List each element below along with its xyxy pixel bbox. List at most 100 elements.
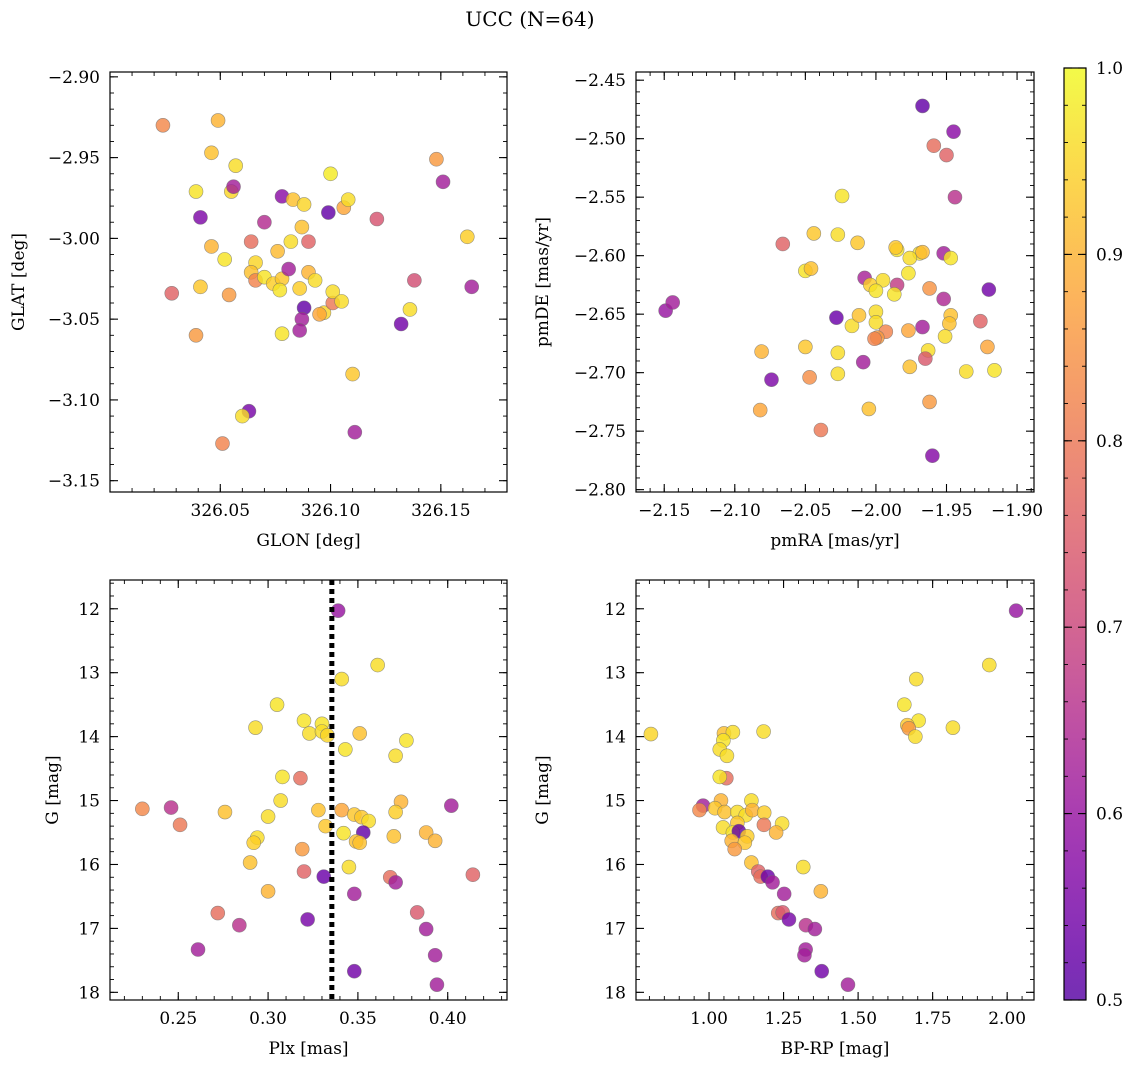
y-tick-label: 13 <box>604 664 626 684</box>
data-point <box>802 370 817 385</box>
data-point <box>980 339 995 355</box>
y-axis: 12 13 14 15 16 17 18 <box>604 582 1034 1003</box>
data-point <box>797 947 812 963</box>
x-tick-label: −1.90 <box>991 501 1043 521</box>
data-point <box>427 947 443 963</box>
data-point <box>388 748 403 764</box>
data-point <box>210 905 226 921</box>
data-point <box>386 829 402 844</box>
data-point <box>844 318 860 334</box>
data-point <box>311 802 326 818</box>
data-point <box>323 166 338 182</box>
data-point <box>744 802 760 818</box>
data-point <box>407 273 422 288</box>
data-point <box>370 657 385 673</box>
y-tick-label: 16 <box>78 855 100 875</box>
data-point <box>925 448 940 464</box>
data-point <box>325 284 341 299</box>
data-point <box>829 310 844 325</box>
y-tick-label: 13 <box>78 664 100 684</box>
colorbar-tick-label: 0.5 <box>1096 991 1123 1011</box>
data-point <box>210 113 226 128</box>
data-point <box>338 742 353 757</box>
data-point <box>388 804 403 820</box>
data-point <box>347 886 362 902</box>
data-point <box>369 211 385 227</box>
data-point <box>665 295 680 310</box>
data-point <box>943 250 959 266</box>
data-point <box>897 697 912 712</box>
data-point <box>768 825 784 840</box>
data-point <box>293 770 308 786</box>
data-point <box>926 138 942 154</box>
data-point <box>427 833 443 849</box>
panel-glon-glat: 326.05 326.10 326.15 −3.15 −3.10 −3.05 −3.00 −2… <box>9 68 508 551</box>
data-point <box>435 174 451 190</box>
x-axis: 0.25 0.30 0.35 0.40 <box>123 580 503 1029</box>
data-point <box>840 977 856 992</box>
data-point <box>257 214 272 230</box>
data-point <box>830 227 846 242</box>
panel-color-magnitude: 1.00 1.25 1.50 1.75 2.00 12 13 14 15 16 17 18 BP-RP … <box>533 579 1035 1059</box>
data-point <box>719 748 735 764</box>
data-point <box>188 184 204 199</box>
x-tick-label: −2.15 <box>638 501 690 521</box>
data-point <box>813 422 829 438</box>
data-point <box>947 189 963 205</box>
data-point <box>232 917 247 933</box>
colorbar-tick-label: 0.9 <box>1096 245 1123 265</box>
data-point <box>867 331 882 347</box>
data-point <box>922 394 937 410</box>
y-axis-label: GLAT [deg] <box>9 233 29 331</box>
colorbar-gradient <box>1063 67 1087 1001</box>
data-point <box>334 671 350 687</box>
data-point <box>981 657 997 673</box>
data-point <box>915 98 930 114</box>
data-point <box>915 244 930 260</box>
panel-pmra-pmde: −2.15 −2.10 −2.05 −2.00 −1.95 −1.90 −2.80 −2.75… <box>533 71 1043 551</box>
data-point <box>272 282 288 298</box>
data-point <box>875 272 891 288</box>
data-point <box>300 912 315 927</box>
x-axis-label: Plx [mas] <box>268 1039 348 1059</box>
data-point <box>861 401 877 417</box>
data-point <box>754 344 769 359</box>
y-axis: 12 13 14 15 16 17 18 <box>78 582 507 1003</box>
data-point <box>945 720 961 735</box>
data-point <box>292 281 307 296</box>
x-tick-label: 1.50 <box>839 1009 877 1029</box>
y-tick-label: 17 <box>604 919 626 939</box>
y-tick-label: −2.80 <box>574 481 626 501</box>
data-point <box>418 921 434 937</box>
data-point <box>273 793 288 808</box>
x-tick-label: 1.25 <box>765 1009 803 1029</box>
x-tick-label: 326.05 <box>191 501 250 521</box>
x-axis: 326.05 326.10 326.15 <box>109 72 508 521</box>
data-point <box>283 234 299 249</box>
data-point <box>798 339 813 355</box>
data-point <box>908 729 923 744</box>
data-point <box>260 884 276 899</box>
y-tick-label: −2.90 <box>48 68 100 88</box>
y-axis: −2.80 −2.75 −2.70 −2.65 −2.60 −2.55 −2.50 −2.45 <box>574 71 1034 501</box>
data-point <box>204 239 219 254</box>
data-point <box>275 769 290 785</box>
figure-title: UCC (N=64) <box>465 7 594 31</box>
y-tick-label: −2.75 <box>574 422 626 442</box>
y-tick-label: −2.45 <box>574 71 626 91</box>
x-axis-label: GLON [deg] <box>256 531 360 551</box>
data-point <box>248 720 263 735</box>
data-point <box>316 869 332 884</box>
data-point <box>321 205 336 220</box>
data-point <box>765 875 780 890</box>
data-point <box>190 942 206 957</box>
scatter-points <box>155 113 480 451</box>
scatter-points <box>658 98 1002 464</box>
x-axis-label: pmRA [mas/yr] <box>770 531 899 551</box>
data-point <box>946 124 961 139</box>
data-point <box>294 841 310 857</box>
colorbar-tick-label: 1.0 <box>1096 59 1123 79</box>
y-tick-label: 16 <box>604 855 626 875</box>
data-point <box>752 402 768 418</box>
y-tick-label: −2.95 <box>48 149 100 169</box>
